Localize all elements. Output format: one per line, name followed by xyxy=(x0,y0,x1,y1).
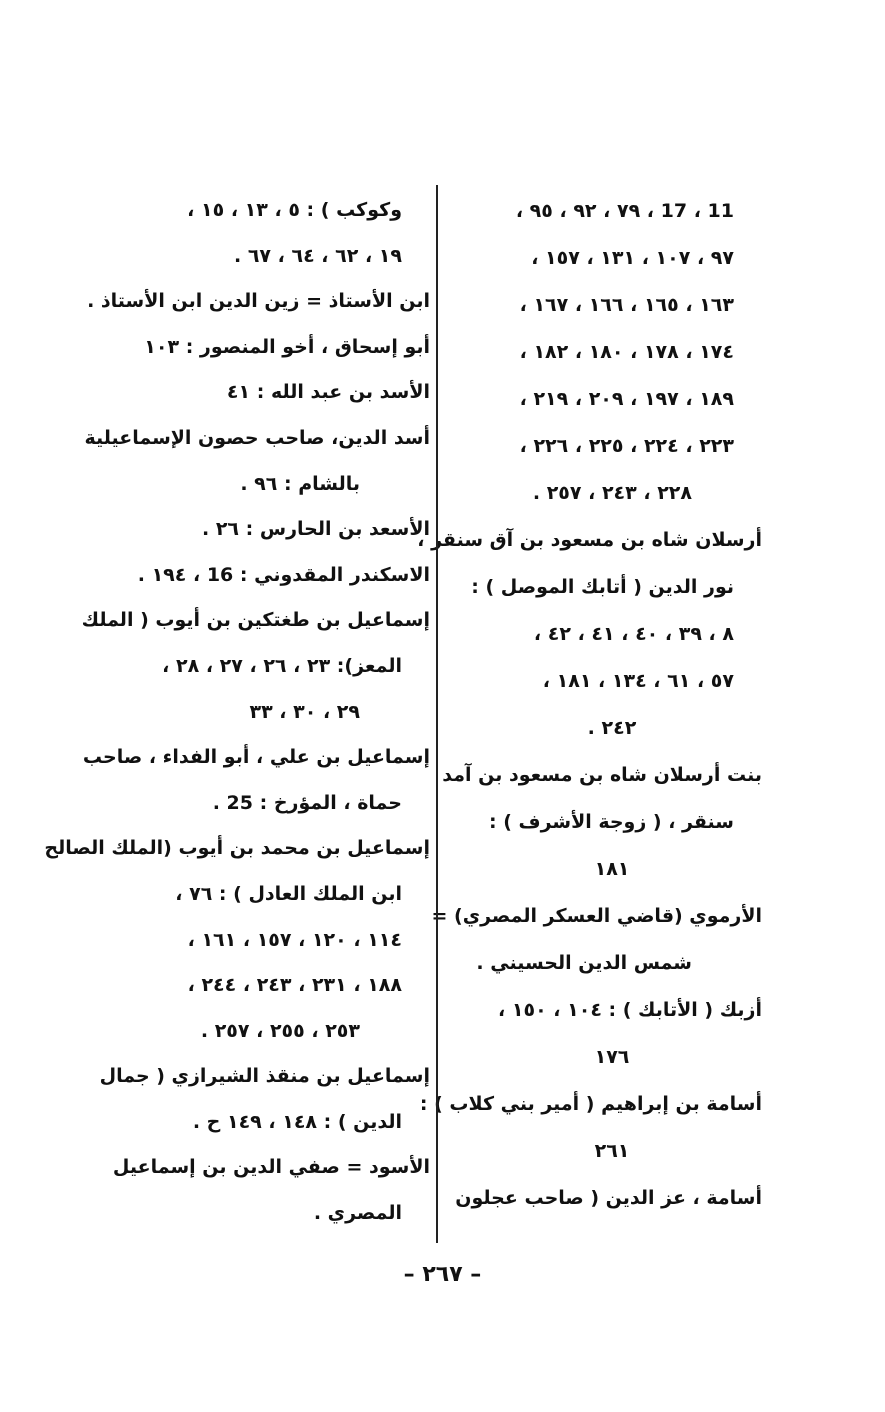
index-line: الدين ) : ١٤٨ ، ١٤٩ ح . xyxy=(192,1110,402,1133)
index-line: حماة ، المؤرخ : 25 . xyxy=(212,791,402,814)
index-line: ٢٢٨ ، ٢٤٣ ، ٢٥٧ . xyxy=(532,482,692,504)
index-line: ١٨٩ ، ١٩٧ ، ٢٠٩ ، ٢١٩ ، xyxy=(519,388,734,410)
index-line: ٩٧ ، ١٠٧ ، ١٣١ ، ١٥٧ ، xyxy=(531,247,734,269)
index-line: ابن الأستاذ = زين الدين ابن الأستاذ . xyxy=(87,290,430,313)
index-line: ٢٩ ، ٣٠ ، ٣٣ xyxy=(249,700,360,723)
index-line: بالشام : ٩٦ . xyxy=(240,472,360,495)
index-line: أسد الدين، صاحب حصون الإسماعيلية xyxy=(84,426,430,449)
index-line: أرسلان شاه بن مسعود بن آق سنقر ، xyxy=(417,529,762,551)
index-line: سنقر ، ( زوجة الأشرف ) : xyxy=(488,811,734,833)
index-line: ١٦٣ ، ١٦٥ ، ١٦٦ ، ١٦٧ ، xyxy=(519,294,734,316)
index-line: ٨ ، ٣٩ ، ٤٠ ، ٤١ ، ٤٢ ، xyxy=(533,623,734,645)
index-line: ٢٦١ xyxy=(594,1140,630,1162)
index-line: إسماعيل بن علي ، أبو الفداء ، صاحب xyxy=(82,746,430,769)
index-line: إسماعيل بن منقذ الشيرازي ( جمال xyxy=(99,1065,430,1088)
page-number: – ٢٦٧ – xyxy=(403,1262,482,1287)
index-line: الأسعد بن الحارس : ٢٦ . xyxy=(201,518,430,541)
index-line: وكوكب ) : ٥ ، ١٣ ، ١٥ ، xyxy=(187,199,402,221)
index-line: الأسد بن عبد الله : ٤١ xyxy=(226,381,430,404)
index-line: بنت أرسلان شاه بن مسعود بن آمد xyxy=(442,764,762,786)
index-line: أسامة ، عز الدين ( صاحب عجلون xyxy=(455,1187,762,1209)
index-line: ١٧٦ xyxy=(594,1046,630,1068)
index-line: الاسكندر المقدوني : 16 ، ١٩٤ . xyxy=(137,563,430,586)
index-line: إسماعيل بن طغتكين بن أيوب ( الملك xyxy=(81,609,430,632)
index-line: ٢٢٣ ، ٢٢٤ ، ٢٢٥ ، ٢٢٦ ، xyxy=(519,435,734,457)
index-column-right: 11 ، 17 ، ٧٩ ، ٩٢ ، ٩٥ ، ٩٧ ، ١٠٧ ، ١٣١ ،… xyxy=(417,188,762,1222)
index-line: ١٧٤ ، ١٧٨ ، ١٨٠ ، ١٨٢ ، xyxy=(519,341,734,363)
index-column-left: وكوكب ) : ٥ ، ١٣ ، ١٥ ، ١٩ ، ٦٢ ، ٦٤ ، ٦٧… xyxy=(44,188,430,1237)
index-line: ١٨٨ ، ٢٣١ ، ٢٤٣ ، ٢٤٤ ، xyxy=(187,974,402,997)
index-line: ١١٤ ، ١٢٠ ، ١٥٧ ، ١٦١ ، xyxy=(187,928,402,951)
index-line: نور الدين ( أتابك الموصل ) : xyxy=(471,576,734,598)
index-line: أسامة بن إبراهيم ( أمير بني كلاب ) : xyxy=(419,1093,762,1115)
index-line: المصري . xyxy=(313,1202,402,1225)
index-line: 11 ، 17 ، ٧٩ ، ٩٢ ، ٩٥ ، xyxy=(515,200,734,222)
index-line: ٢٤٢ . xyxy=(587,717,637,739)
index-line: ٢٥٣ ، ٢٥٥ ، ٢٥٧ . xyxy=(200,1019,360,1042)
index-line: ابن الملك العادل ) : ٧٦ ، xyxy=(175,882,402,905)
index-line: أبو إسحاق ، أخو المنصور : ١٠٣ xyxy=(144,335,430,358)
index-line: إسماعيل بن محمد بن أيوب (الملك الصالح xyxy=(44,837,430,860)
index-line: ٥٧ ، ٦١ ، ١٣٤ ، ١٨١ ، xyxy=(542,670,734,692)
index-line: ١٩ ، ٦٢ ، ٦٤ ، ٦٧ . xyxy=(233,244,402,267)
index-line: المعز): ٢٣ ، ٢٦ ، ٢٧ ، ٢٨ ، xyxy=(162,654,402,677)
index-line: أزبك ( الأتابك ) : ١٠٤ ، ١٥٠ ، xyxy=(498,999,762,1021)
column-divider xyxy=(436,185,438,1243)
index-line: ١٨١ xyxy=(594,858,630,880)
index-line: الأرموي (قاضي العسكر المصري) = xyxy=(431,905,762,927)
index-line: شمس الدين الحسيني . xyxy=(476,952,692,974)
index-line: الأسود = صفي الدين بن إسماعيل xyxy=(112,1156,430,1179)
